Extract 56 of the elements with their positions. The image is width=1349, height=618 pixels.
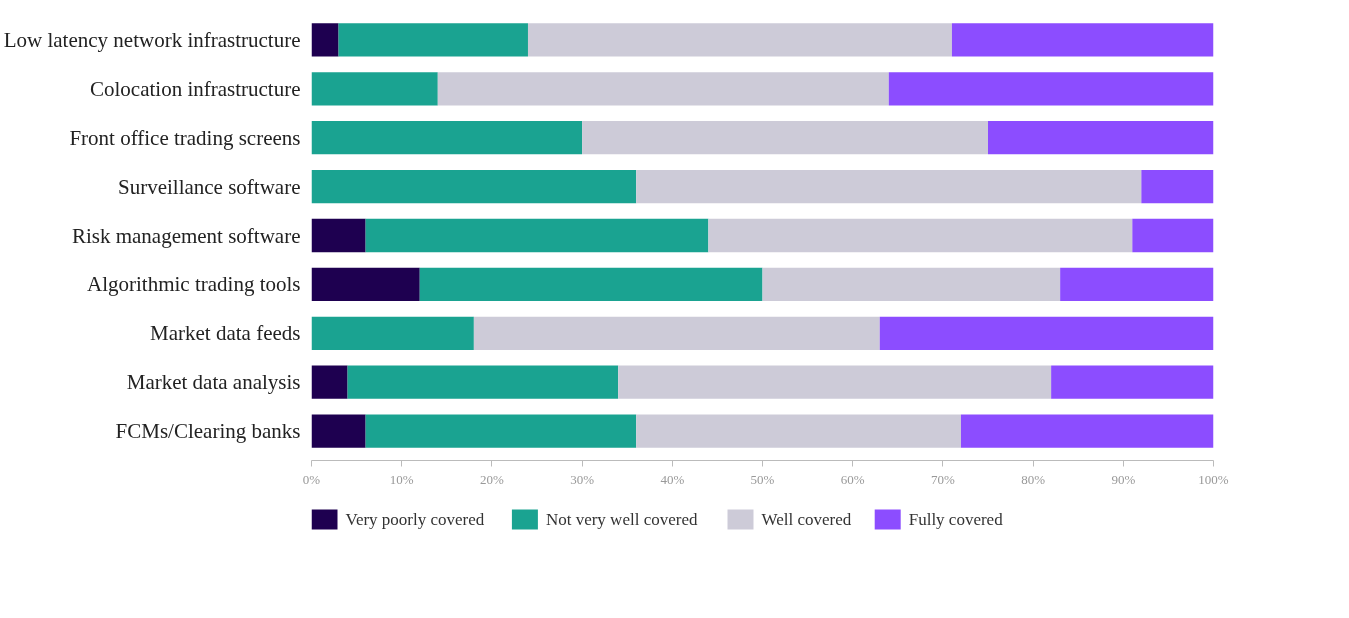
bar bbox=[762, 267, 1061, 302]
y-tick-label: Algorithmic trading tools bbox=[87, 272, 301, 297]
bar bbox=[636, 169, 1142, 204]
bar bbox=[582, 121, 988, 155]
bar bbox=[311, 121, 583, 155]
bar bbox=[347, 365, 619, 399]
x-tick-label: 100% bbox=[1198, 471, 1229, 487]
y-tick-label: Surveillance software bbox=[117, 174, 301, 199]
legend-label: Very poorly covered bbox=[345, 510, 485, 529]
bar bbox=[1051, 365, 1214, 399]
bar bbox=[311, 23, 339, 57]
bar bbox=[988, 121, 1214, 155]
x-tick-label: 60% bbox=[840, 471, 865, 487]
y-tick-label: Market data analysis bbox=[126, 370, 301, 395]
bar bbox=[338, 23, 528, 57]
bar bbox=[473, 316, 880, 350]
bar bbox=[311, 218, 366, 253]
y-tick-label: FCMs/Clearing banks bbox=[115, 419, 301, 444]
y-tick-label: Front office trading screens bbox=[69, 125, 301, 150]
bar bbox=[527, 23, 952, 57]
x-tick-label: 50% bbox=[750, 471, 775, 487]
x-tick-label: 30% bbox=[570, 471, 595, 487]
bar bbox=[311, 316, 474, 350]
bar bbox=[311, 169, 637, 204]
bar bbox=[951, 23, 1214, 57]
y-tick-label: Risk management software bbox=[71, 223, 301, 248]
bar bbox=[365, 218, 709, 253]
bar bbox=[1141, 169, 1214, 204]
x-tick-label: 40% bbox=[660, 471, 685, 487]
bar bbox=[636, 414, 961, 448]
x-tick-label: 0% bbox=[302, 471, 321, 487]
legend-label: Not very well covered bbox=[545, 510, 698, 529]
x-tick-label: 80% bbox=[1021, 471, 1046, 487]
bar bbox=[1060, 267, 1214, 302]
y-tick-label: Market data feeds bbox=[150, 321, 301, 346]
y-tick-label: Low latency network infrastructure bbox=[3, 27, 301, 52]
legend-label: Well covered bbox=[761, 510, 852, 529]
bar bbox=[960, 414, 1214, 448]
legend-label: Fully covered bbox=[908, 510, 1004, 529]
bar bbox=[437, 72, 889, 106]
x-tick-label: 10% bbox=[389, 471, 414, 487]
x-tick-label: 20% bbox=[479, 471, 504, 487]
bar bbox=[311, 72, 438, 106]
bar bbox=[618, 365, 1052, 399]
bar bbox=[311, 365, 348, 399]
bar bbox=[879, 316, 1214, 350]
bar bbox=[708, 218, 1133, 253]
bar bbox=[311, 414, 366, 448]
x-tick-label: 70% bbox=[930, 471, 955, 487]
y-tick-label: Colocation infrastructure bbox=[89, 76, 301, 101]
bar bbox=[311, 267, 420, 302]
bar bbox=[419, 267, 763, 302]
x-tick-label: 90% bbox=[1111, 471, 1136, 487]
bar bbox=[888, 72, 1214, 106]
bar bbox=[1132, 218, 1214, 253]
bar bbox=[365, 414, 637, 448]
